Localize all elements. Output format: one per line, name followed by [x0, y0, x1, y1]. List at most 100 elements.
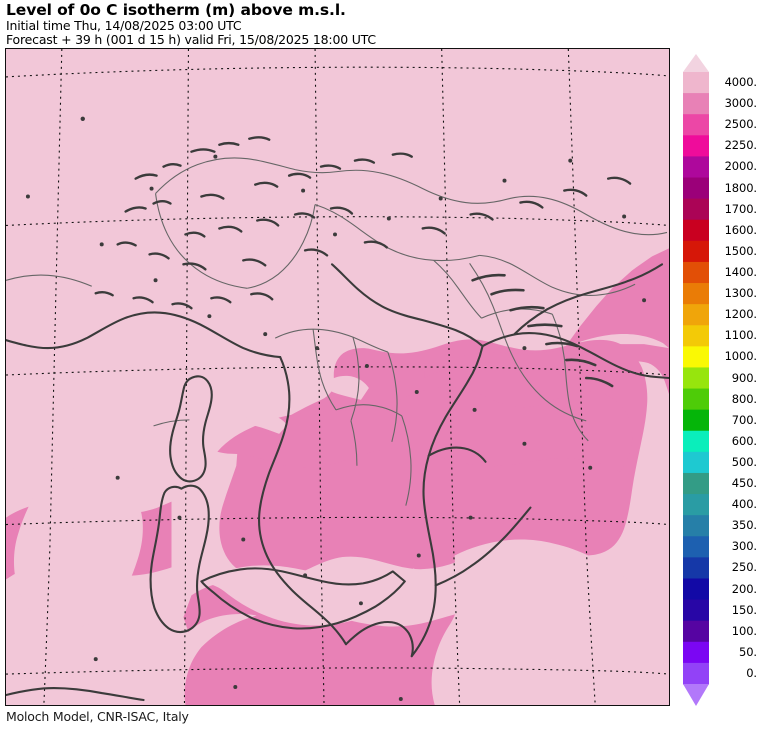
colorbar-swatch: [683, 304, 709, 326]
colorbar-swatch: [683, 430, 709, 453]
colorbar-swatch: [683, 557, 709, 580]
hole-ionian-light: [431, 539, 669, 705]
colorbar-tick-label: 50.: [739, 644, 757, 659]
coastlines: [6, 116, 669, 702]
contour-dalmatia-strip: [564, 248, 669, 349]
colorbar-swatch: [683, 599, 709, 622]
colorbar-tick-label: 600.: [731, 433, 757, 448]
colorbar-tick-label: 100.: [731, 623, 757, 638]
colorbar-swatch: [683, 662, 709, 685]
colorbar-tick-label: 900.: [731, 370, 757, 385]
colorbar-extend-above: [683, 54, 709, 72]
initial-time-text: Initial time Thu, 14/08/2025 03:00 UTC: [6, 18, 242, 33]
colorbar-tick-label: 450.: [731, 476, 757, 491]
colorbar-tick-label: 500.: [731, 454, 757, 469]
hole-sardinia-island: [13, 467, 143, 628]
colorbar-tick-label: 2500.: [724, 117, 758, 132]
coast-tyrrhenian: [258, 356, 348, 646]
parallel-1: [6, 66, 669, 78]
colorbar-swatch: [683, 536, 709, 558]
contour-main-band: [219, 339, 648, 580]
coast-adriatic-italy: [410, 345, 484, 658]
political-borders: [6, 157, 668, 506]
coast-ligurian: [6, 311, 282, 359]
colorbar-tick-label: 0.: [746, 665, 757, 680]
parallel-5: [6, 667, 669, 675]
coast-puglia: [434, 506, 532, 587]
colorbar-tick-label: 1700.: [724, 201, 758, 216]
colorbar-tick-label: 700.: [731, 412, 757, 427]
chart-header: Level of 0o C isotherm (m) above m.s.l. …: [6, 2, 666, 46]
coast-corsica: [169, 375, 213, 483]
map-point-markers: [25, 116, 647, 702]
colorbar-swatch: [683, 578, 709, 601]
coast-dalmatia-north: [513, 263, 664, 336]
colorbar-swatches: [683, 54, 709, 706]
colorbar-tick-label: 1800.: [724, 180, 758, 195]
colorbar-tick-label: 2250.: [724, 138, 758, 153]
colorbar-tick-label: 1300.: [724, 286, 758, 301]
colorbar-swatch: [683, 472, 709, 495]
colorbar-swatch: [683, 93, 709, 115]
colorbar-tick-label: 1100.: [724, 328, 758, 343]
colorbar-tick-label: 150.: [731, 602, 757, 617]
colorbar-tick-label: 1200.: [724, 307, 758, 322]
colorbar-swatch: [683, 367, 709, 390]
coast-gargano: [427, 446, 487, 463]
colorbar-tick-label: 200.: [731, 581, 757, 596]
colorbar-swatch: [683, 451, 709, 474]
colorbar-swatch: [683, 114, 709, 136]
colorbar-tick-labels: 4000. 3000. 2500. 2250. 2000. 1800. 1700. 1600.…: [711, 52, 758, 708]
colorbar-tick-label: 3000.: [724, 96, 758, 111]
coast-calabria: [344, 620, 414, 658]
colorbar-tick-label: 800.: [731, 391, 757, 406]
alpine-snowfields: [94, 136, 632, 310]
colorbar-extend-below: [683, 684, 709, 706]
parallel-2: [6, 216, 669, 227]
colorbar-swatch: [683, 72, 709, 94]
dalmatian-islands: [471, 273, 614, 388]
colorbar-tick-label: 1600.: [724, 222, 758, 237]
colorbar-tick-label: 4000.: [724, 75, 758, 90]
coast-sicily: [200, 567, 406, 630]
colorbar-swatch: [683, 641, 709, 664]
parallel-3: [6, 366, 669, 376]
coast-sardinia: [149, 484, 210, 634]
colorbar-tick-label: 350.: [731, 518, 757, 533]
meridian-5: [567, 49, 596, 705]
contour-po-lobe: [217, 386, 633, 472]
colorbar-swatch: [683, 346, 709, 369]
colorbar-swatch: [683, 620, 709, 643]
coast-adriatic-north: [330, 263, 484, 348]
colorbar-tick-label: 250.: [731, 560, 757, 575]
forecast-validity-text: Forecast + 39 h (001 d 15 h) valid Fri, …: [6, 31, 376, 47]
colorbar-swatch: [683, 325, 709, 347]
page-title: Level of 0o C isotherm (m) above m.s.l.: [6, 1, 346, 19]
map-canvas: [6, 49, 669, 705]
graticule-lines: [6, 49, 669, 705]
model-credit: Moloch Model, CNR-ISAC, Italy: [6, 709, 189, 724]
colorbar-swatch: [683, 494, 709, 516]
colorbar-swatch: [683, 156, 709, 179]
colorbar-tick-label: 1500.: [724, 243, 758, 258]
border-ch-north: [155, 157, 338, 194]
colorbar-swatch: [683, 515, 709, 537]
colorbar-tick-label: 1000.: [724, 349, 758, 364]
colorbar-tick-label: 300.: [731, 539, 757, 554]
colorbar-tick-label: 400.: [731, 497, 757, 512]
legend-colorbar: 4000. 3000. 2500. 2250. 2000. 1800. 1700. 1600.…: [681, 52, 757, 708]
colorbar-swatch: [683, 219, 709, 242]
colorbar-swatch: [683, 283, 709, 305]
colorbar-swatch: [683, 240, 709, 263]
colorbar-swatch: [683, 177, 709, 200]
map-panel[interactable]: [5, 48, 670, 706]
colorbar-tick-label: 2000.: [724, 159, 758, 174]
coast-north-africa: [6, 687, 145, 702]
contour-adriatic-east: [424, 344, 669, 394]
colorbar-swatch: [683, 409, 709, 432]
colorbar-swatch: [683, 388, 709, 411]
colorbar-tick-label: 1400.: [724, 264, 758, 279]
hole-liguria-spot: [241, 413, 288, 434]
colorbar-swatch: [683, 135, 709, 158]
